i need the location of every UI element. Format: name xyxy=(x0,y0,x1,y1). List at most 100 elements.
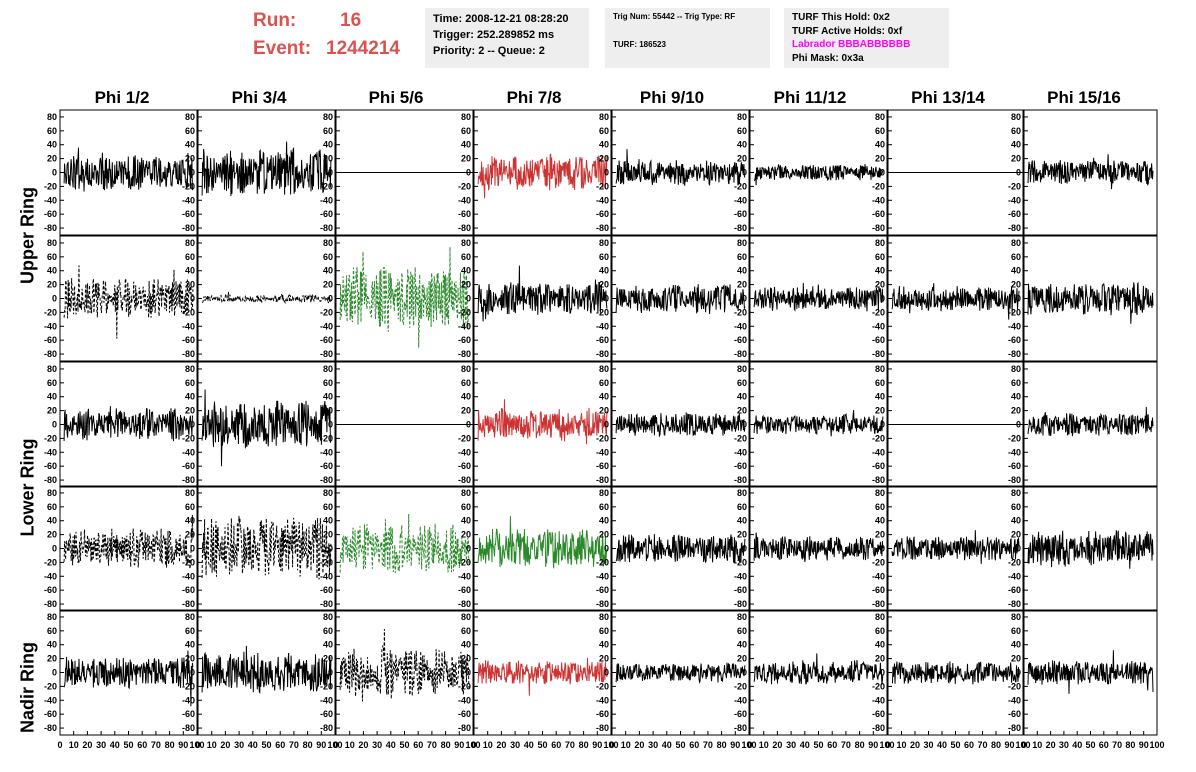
y-tick-label: -40 xyxy=(596,571,609,581)
phi-title-7: Phi 13/14 xyxy=(911,88,985,107)
y-tick-label: -40 xyxy=(182,321,195,331)
y-tick-label: -20 xyxy=(872,181,885,191)
x-tick-label: 50 xyxy=(123,740,133,750)
y-tick-label: 60 xyxy=(185,626,195,636)
waveform-trace xyxy=(201,515,332,580)
x-tick-label: 70 xyxy=(289,740,299,750)
phi-title-6: Phi 11/12 xyxy=(773,88,847,107)
y-tick-label: 80 xyxy=(737,364,747,374)
x-tick-label: 0 xyxy=(471,740,476,750)
waveform-trace xyxy=(1027,281,1154,324)
y-tick-label: -20 xyxy=(1008,557,1021,567)
y-tick-label: 40 xyxy=(599,140,609,150)
y-tick-label: -80 xyxy=(44,349,57,359)
y-tick-label: 60 xyxy=(47,626,57,636)
x-tick-label: 20 xyxy=(634,740,644,750)
y-tick-label: -80 xyxy=(734,599,747,609)
x-tick-label: 0 xyxy=(885,740,890,750)
waveform-trace xyxy=(753,282,884,312)
y-tick-label: -60 xyxy=(320,585,333,595)
x-tick-label: 20 xyxy=(82,740,92,750)
y-tick-label: 60 xyxy=(875,252,885,262)
y-tick-label: 20 xyxy=(461,280,471,290)
x-tick-label: 40 xyxy=(937,740,947,750)
waveform-trace xyxy=(201,645,332,695)
y-tick-label: 80 xyxy=(599,612,609,622)
y-tick-label: 0 xyxy=(1016,168,1021,178)
y-tick-label: 20 xyxy=(323,280,333,290)
y-tick-label: 60 xyxy=(47,378,57,388)
y-tick-label: 40 xyxy=(323,140,333,150)
y-tick-label: -20 xyxy=(458,181,471,191)
y-tick-label: 60 xyxy=(461,252,471,262)
event-label: Event: xyxy=(253,38,312,59)
y-tick-label: -60 xyxy=(182,335,195,345)
waveform-trace xyxy=(754,164,884,186)
y-tick-label: -80 xyxy=(182,349,195,359)
y-tick-label: 0 xyxy=(190,544,195,554)
waveform-trace xyxy=(477,399,608,445)
y-tick-label: -40 xyxy=(458,695,471,705)
y-tick-label: -40 xyxy=(734,321,747,331)
y-tick-label: -60 xyxy=(182,461,195,471)
turf-text: TURF: 186523 xyxy=(613,40,666,49)
y-tick-label: 80 xyxy=(47,488,57,498)
y-tick-label: 20 xyxy=(323,406,333,416)
phi-title-4: Phi 7/8 xyxy=(506,88,562,107)
y-tick-label: 40 xyxy=(599,392,609,402)
y-tick-label: 40 xyxy=(323,640,333,650)
y-tick-label: -80 xyxy=(182,599,195,609)
y-tick-label: -60 xyxy=(458,209,471,219)
y-tick-label: -60 xyxy=(44,709,57,719)
y-tick-label: -20 xyxy=(458,557,471,567)
y-tick-label: 80 xyxy=(1011,238,1021,248)
y-tick-label: -60 xyxy=(458,335,471,345)
y-tick-label: -40 xyxy=(182,447,195,457)
y-tick-label: -40 xyxy=(44,447,57,457)
y-tick-label: 40 xyxy=(323,516,333,526)
y-tick-label: -60 xyxy=(872,335,885,345)
y-tick-label: -40 xyxy=(1008,571,1021,581)
y-tick-label: 20 xyxy=(875,530,885,540)
y-tick-label: 80 xyxy=(875,612,885,622)
y-tick-label: -60 xyxy=(872,709,885,719)
time-text: Time: 2008-12-21 08:28:20 xyxy=(433,13,569,25)
y-tick-label: 80 xyxy=(599,488,609,498)
trig-num-text: Trig Num: 55442 -- Trig Type: RF xyxy=(613,12,736,21)
y-tick-label: -80 xyxy=(596,599,609,609)
y-tick-label: 20 xyxy=(599,406,609,416)
phi-title-5: Phi 9/10 xyxy=(639,88,705,107)
y-tick-label: 0 xyxy=(880,420,885,430)
x-tick-label: 50 xyxy=(1085,740,1095,750)
waveform-trace xyxy=(477,153,608,199)
x-tick-label: 90 xyxy=(454,740,464,750)
y-tick-label: 0 xyxy=(604,168,609,178)
x-tick-label: 0 xyxy=(195,740,200,750)
y-tick-label: -20 xyxy=(734,433,747,443)
y-tick-label: -20 xyxy=(734,681,747,691)
y-tick-label: 20 xyxy=(1011,654,1021,664)
y-tick-label: -60 xyxy=(1008,461,1021,471)
y-tick-label: -80 xyxy=(1008,223,1021,233)
y-tick-label: 60 xyxy=(47,502,57,512)
y-tick-label: -60 xyxy=(734,335,747,345)
x-tick-label: 30 xyxy=(96,740,106,750)
y-tick-label: 60 xyxy=(1011,378,1021,388)
x-tick-label: 100 xyxy=(879,740,894,750)
x-tick-label: 30 xyxy=(1059,740,1069,750)
y-tick-label: -60 xyxy=(44,461,57,471)
x-tick-label: 10 xyxy=(207,740,217,750)
x-tick-label: 90 xyxy=(316,740,326,750)
y-tick-label: -80 xyxy=(1008,349,1021,359)
y-tick-label: 0 xyxy=(328,668,333,678)
waveform-trace xyxy=(615,284,746,315)
x-tick-label: 60 xyxy=(689,740,699,750)
x-tick-label: 0 xyxy=(1021,740,1026,750)
y-tick-label: 20 xyxy=(737,530,747,540)
waveform-trace xyxy=(339,247,470,348)
y-tick-label: -80 xyxy=(1008,475,1021,485)
y-tick-label: -40 xyxy=(458,321,471,331)
y-tick-label: -20 xyxy=(872,557,885,567)
waveform-trace xyxy=(753,532,884,562)
waveform-trace xyxy=(1027,154,1154,190)
